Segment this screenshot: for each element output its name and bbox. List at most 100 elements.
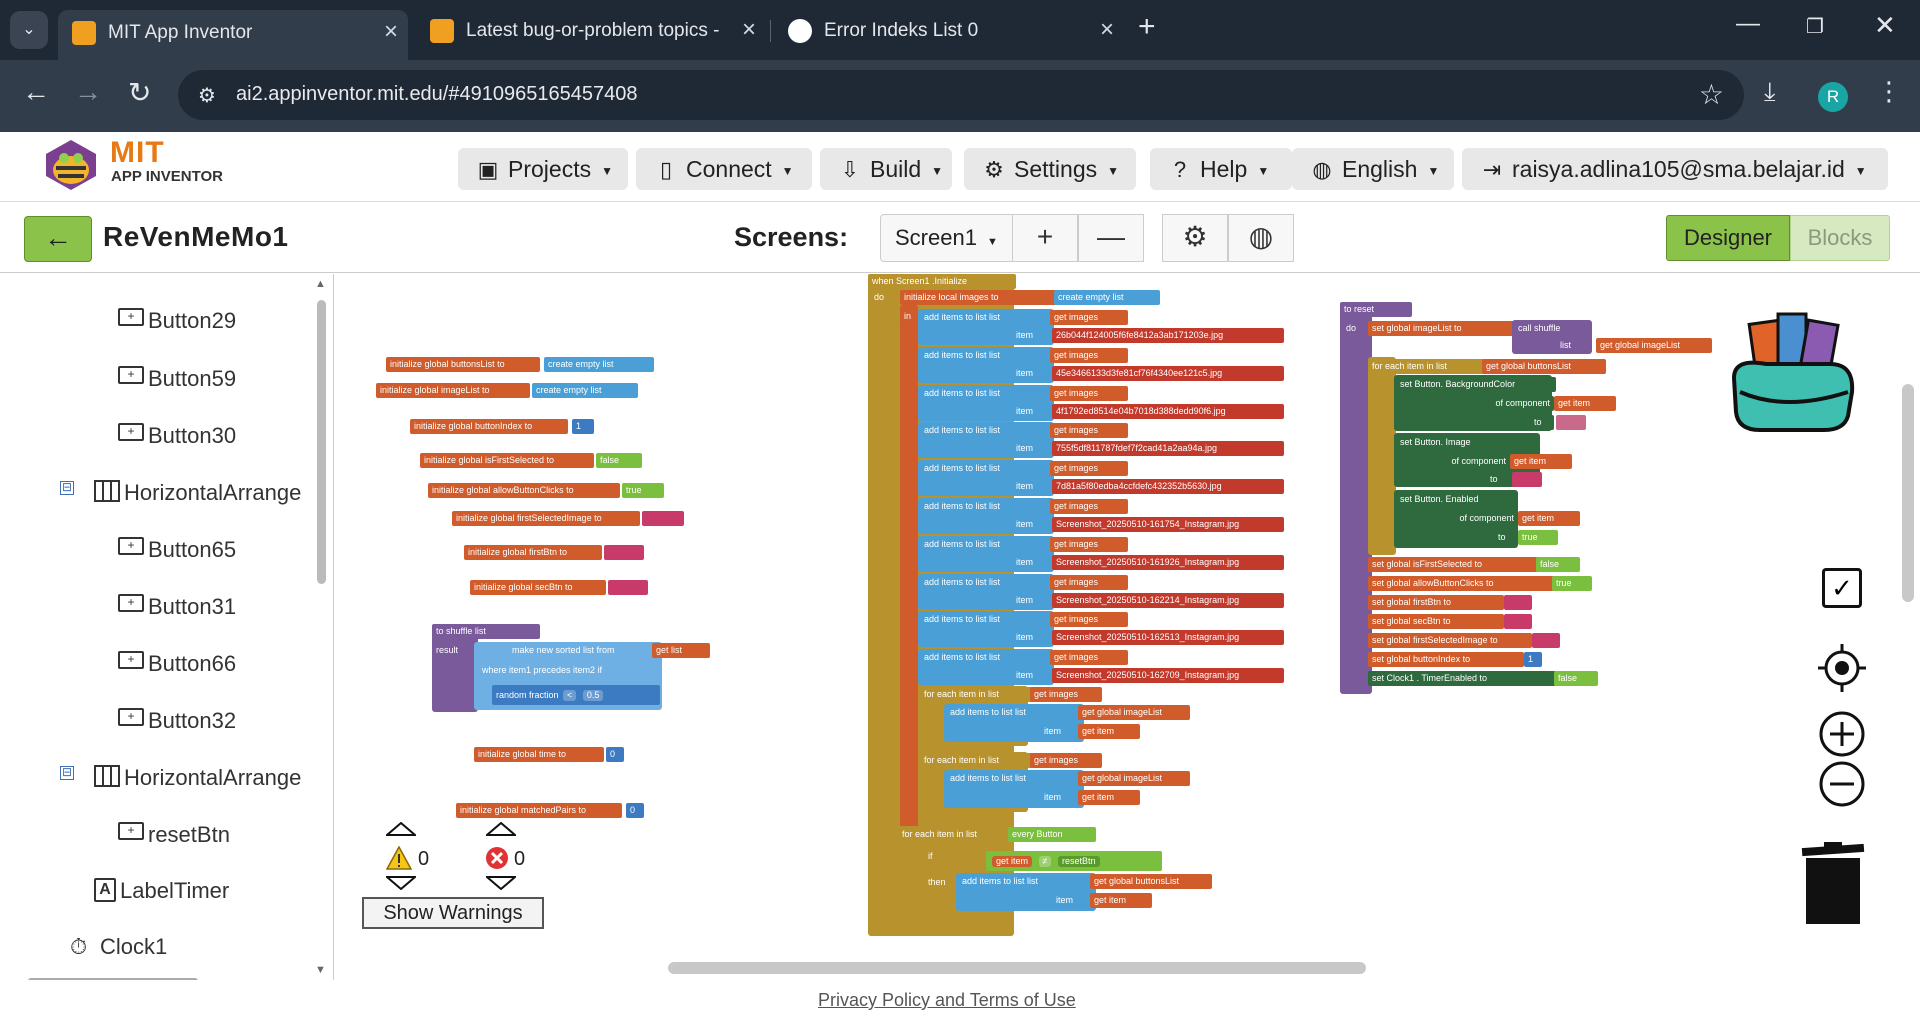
block-empty-text[interactable]	[1504, 595, 1532, 610]
close-icon[interactable]: ×	[1099, 16, 1114, 43]
block-text-filename[interactable]: 4f1792ed8514e04b7018d388dedd90f6.jpg	[1052, 404, 1284, 419]
add-screen-button[interactable]: +	[1012, 214, 1078, 262]
designer-button[interactable]: Designer	[1666, 215, 1790, 261]
bookmark-star-icon[interactable]: ☆	[1698, 79, 1724, 110]
block-get-images[interactable]: get images	[1030, 753, 1102, 768]
site-settings-icon[interactable]: ⚙	[198, 85, 216, 107]
block-compare-neq[interactable]: get item ≠ resetBtn	[986, 851, 1162, 871]
project-properties-button[interactable]: ⚙	[1162, 214, 1228, 262]
block-boolean[interactable]: false	[1536, 557, 1580, 572]
block-add-items-to-list[interactable]: add items to list list	[920, 348, 1048, 363]
block-get-global-buttonslist[interactable]: get global buttonsList	[1482, 359, 1606, 374]
block-boolean[interactable]: false	[596, 453, 642, 468]
block-init-firstbtn[interactable]: initialize global firstBtn to	[464, 545, 602, 560]
block-set-button-enabled[interactable]: set Button. Enabled	[1396, 492, 1508, 507]
block-add-items-to-list[interactable]: add items to list list	[946, 705, 1076, 720]
forward-arrow-icon[interactable]: →	[74, 76, 102, 107]
block-set-global-allowbuttonclicks[interactable]: set global allowButtonClicks to	[1368, 576, 1556, 591]
block-empty-text[interactable]	[604, 545, 644, 560]
block-init-buttonslist[interactable]: initialize global buttonsList to	[386, 357, 540, 372]
warning-prev-arrow-icon[interactable]	[386, 822, 416, 836]
scroll-up-icon[interactable]: ▲	[315, 278, 326, 290]
block-number[interactable]: 0	[606, 747, 624, 762]
block-create-empty-list[interactable]: create empty list	[532, 383, 638, 398]
block-add-items-to-list[interactable]: add items to list list	[958, 874, 1088, 889]
tree-item-clock1[interactable]: ⏱ Clock1	[70, 934, 167, 960]
block-boolean[interactable]: true	[1552, 576, 1592, 591]
block-add-items-to-list[interactable]: add items to list list	[920, 423, 1048, 438]
block-set-global-secbtn[interactable]: set global secBtn to	[1368, 614, 1504, 629]
block-call-shuffle[interactable]: call shuffle	[1514, 321, 1590, 336]
help-menu[interactable]: ? Help ▼	[1150, 148, 1292, 190]
block-text-filename[interactable]: Screenshot_20250510-162513_Instagram.jpg	[1052, 630, 1284, 645]
block-get-item[interactable]: get item	[1078, 724, 1140, 739]
block-text-filename[interactable]: 755f5df811787fdef7f2cad41a2aa94a.jpg	[1052, 441, 1284, 456]
block-procedure-reset-body[interactable]	[1340, 302, 1372, 694]
block-get-item[interactable]: get item	[992, 856, 1033, 867]
tree-item-labeltimer[interactable]: A LabelTimer	[94, 878, 229, 904]
tree-item-button32[interactable]: + Button32	[118, 708, 236, 734]
projects-menu[interactable]: ▣ Projects ▼	[458, 148, 628, 190]
block-empty-text[interactable]	[608, 580, 648, 595]
block-every-button[interactable]: every Button	[1008, 827, 1096, 842]
reload-icon[interactable]: ↻	[128, 77, 152, 108]
block-add-items-to-list[interactable]: add items to list list	[946, 771, 1076, 786]
block-procedure-reset[interactable]: to reset	[1340, 302, 1412, 317]
zoom-in-icon[interactable]	[1818, 710, 1866, 758]
block-set-global-isfirstselected[interactable]: set global isFirstSelected to	[1368, 557, 1540, 572]
block-text-filename[interactable]: 26b044f124005f6fe8412a3ab171203e.jpg	[1052, 328, 1284, 343]
block-number[interactable]: 1	[1524, 652, 1542, 667]
block-set-global-imagelist[interactable]: set global imageList to	[1368, 321, 1518, 336]
download-icon[interactable]: ⤓	[1764, 76, 1776, 106]
block-text-filename[interactable]: 7d81a5f80edba4ccfdefc432352b5630.jpg	[1052, 479, 1284, 494]
new-tab-button[interactable]: +	[1138, 10, 1156, 43]
tree-item-button30[interactable]: + Button30	[118, 423, 236, 449]
block-operator[interactable]: ≠	[1038, 856, 1052, 867]
block-empty-text[interactable]	[642, 511, 684, 526]
scrollbar-thumb[interactable]	[317, 300, 326, 584]
tree-collapse-toggle[interactable]: ⊟	[60, 765, 74, 780]
block-operator[interactable]: <	[563, 690, 577, 701]
block-empty-text[interactable]	[1512, 472, 1542, 487]
block-component-resetbtn[interactable]: resetBtn	[1058, 856, 1100, 867]
block-get-images[interactable]: get images	[1050, 386, 1128, 401]
workspace-horizontal-scrollbar[interactable]	[668, 962, 1366, 974]
block-boolean[interactable]: false	[1554, 671, 1598, 686]
block-set-global-firstselectedimage[interactable]: set global firstSelectedImage to	[1368, 633, 1532, 648]
block-init-firstselectedimage[interactable]: initialize global firstSelectedImage to	[452, 511, 640, 526]
block-get-item[interactable]: get item	[1518, 511, 1580, 526]
block-get-images[interactable]: get images	[1050, 348, 1128, 363]
error-next-arrow-icon[interactable]	[486, 876, 516, 890]
block-procedure-shuffle-header[interactable]: to shuffle list	[432, 624, 540, 639]
tree-item-button29[interactable]: + Button29	[118, 308, 236, 334]
block-get-global-imagelist[interactable]: get global imageList	[1596, 338, 1712, 353]
block-add-items-to-list[interactable]: add items to list list	[920, 612, 1048, 627]
block-get-images[interactable]: get images	[1050, 310, 1128, 325]
connect-menu[interactable]: ▯ Connect ▼	[636, 148, 812, 190]
close-icon[interactable]: ×	[741, 16, 756, 43]
block-get-item[interactable]: get item	[1078, 790, 1140, 805]
error-prev-arrow-icon[interactable]	[486, 822, 516, 836]
block-foreach-item[interactable]: for each item in list	[920, 753, 1040, 768]
block-init-secbtn[interactable]: initialize global secBtn to	[470, 580, 606, 595]
block-foreach-item[interactable]: for each item in list	[920, 687, 1040, 702]
block-compare[interactable]: random fraction < 0.5	[492, 685, 660, 705]
center-target-icon[interactable]	[1818, 644, 1866, 692]
tree-item-horizontalarrangement[interactable]: HorizontalArrange	[94, 765, 301, 791]
block-initialize-local-images[interactable]: initialize local images to	[900, 290, 1060, 305]
block-init-allowbuttonclicks[interactable]: initialize global allowButtonClicks to	[428, 483, 620, 498]
kebab-menu-icon[interactable]: ⋮	[1876, 76, 1902, 106]
block-get-images[interactable]: get images	[1030, 687, 1102, 702]
tab-search-button[interactable]: ⌄	[10, 11, 48, 49]
block-init-time[interactable]: initialize global time to	[474, 747, 604, 762]
settings-menu[interactable]: ⚙ Settings ▼	[964, 148, 1136, 190]
block-text-filename[interactable]: Screenshot_20250510-162709_Instagram.jpg	[1052, 668, 1284, 683]
block-get-global-imagelist[interactable]: get global imageList	[1078, 705, 1190, 720]
block-get-list[interactable]: get list	[652, 643, 710, 658]
block-get-images[interactable]: get images	[1050, 461, 1128, 476]
tree-collapse-toggle[interactable]: ⊟	[60, 480, 74, 495]
account-menu[interactable]: ⇥ raisya.adlina105@sma.belajar.id ▼	[1462, 148, 1888, 190]
block-number[interactable]: 0.5	[582, 690, 604, 701]
restore-button[interactable]: ❐	[1806, 16, 1824, 38]
block-add-items-to-list[interactable]: add items to list list	[920, 575, 1048, 590]
